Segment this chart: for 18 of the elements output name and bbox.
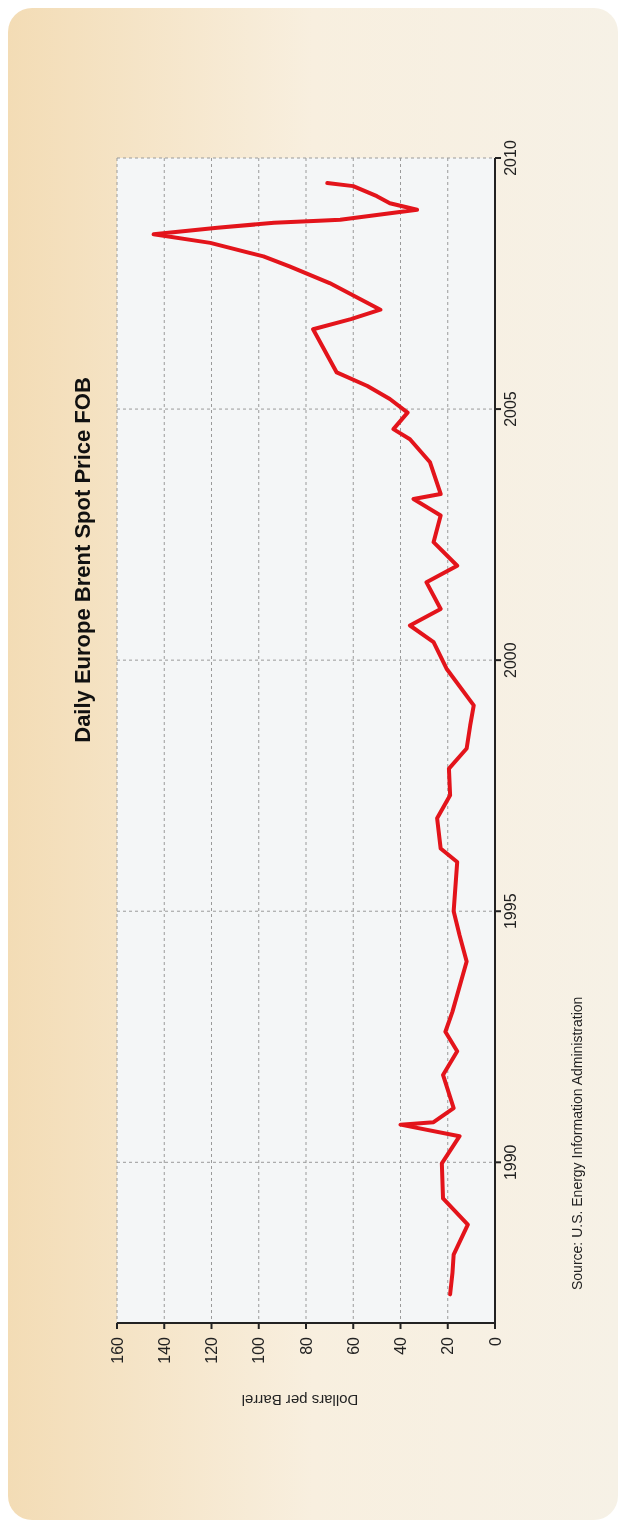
source-note: Source: U.S. Energy Information Administration — [569, 996, 585, 1290]
y-tick-label: 2005 — [502, 391, 520, 427]
x-tick-label: 100 — [250, 1336, 268, 1364]
x-tick-label: 20 — [439, 1336, 457, 1355]
x-axis-title: Dollars per Barrel — [241, 1391, 359, 1409]
text: Daily Europe Brent Spot Price FOB — [69, 377, 95, 743]
x-tick-label: 80 — [297, 1336, 315, 1355]
x-tick-label: 0 — [486, 1336, 504, 1346]
x-tick-label: 160 — [108, 1336, 126, 1364]
x-tick-label: 140 — [155, 1336, 173, 1364]
y-tick-label: 2000 — [502, 642, 520, 678]
x-tick-label: 40 — [392, 1336, 409, 1355]
y-tick-label: 2010 — [502, 140, 520, 176]
x-tick-label: 60 — [344, 1336, 362, 1355]
x-tick-label: 120 — [203, 1336, 220, 1364]
y-tick-label: 1990 — [502, 1144, 520, 1181]
line-series — [151, 181, 476, 1297]
y-tick-label: 1995 — [502, 893, 520, 930]
